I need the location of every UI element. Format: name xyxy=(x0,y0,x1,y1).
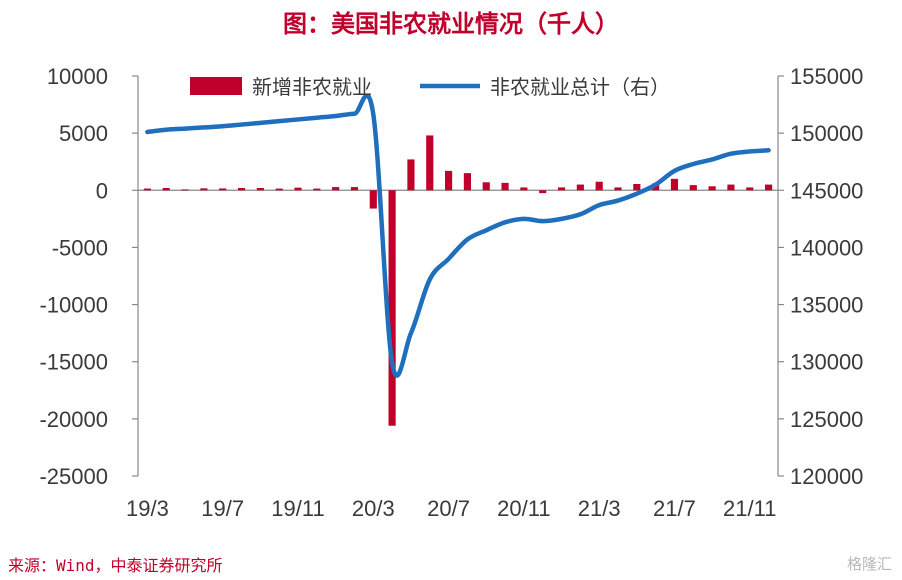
bar xyxy=(237,188,246,191)
bar xyxy=(445,170,453,191)
right-tick-label: 130000 xyxy=(790,350,863,375)
bar xyxy=(633,184,641,191)
x-tick-label: 21/3 xyxy=(578,496,621,521)
right-tick-label: 120000 xyxy=(790,464,863,489)
bar xyxy=(219,188,227,191)
x-tick-label: 21/11 xyxy=(723,496,776,521)
bar xyxy=(162,188,170,191)
legend-bar-swatch xyxy=(190,77,242,95)
left-tick-label: 10000 xyxy=(47,64,108,89)
left-tick-label: -10000 xyxy=(39,293,108,318)
watermark: 格隆汇 xyxy=(846,555,892,573)
left-tick-label: 0 xyxy=(96,178,108,203)
bar xyxy=(595,181,603,191)
bar xyxy=(708,186,716,191)
bar xyxy=(670,178,679,191)
bar xyxy=(463,173,471,191)
right-tick-label: 135000 xyxy=(790,293,863,318)
x-tick-label: 19/3 xyxy=(126,496,169,521)
bar xyxy=(501,182,509,191)
legend: 新增非农就业 非农就业总计（右） xyxy=(190,75,670,99)
total-employment-line xyxy=(145,93,771,378)
x-tick-label: 20/11 xyxy=(497,496,550,521)
bar xyxy=(689,185,697,191)
bar xyxy=(181,189,189,191)
line-series xyxy=(145,93,771,378)
right-tick-label: 125000 xyxy=(790,407,863,432)
x-tick-label: 20/3 xyxy=(352,496,395,521)
x-tick-label: 20/7 xyxy=(427,496,470,521)
bar xyxy=(576,184,584,191)
legend-line-label: 非农就业总计（右） xyxy=(490,75,670,99)
bar xyxy=(482,182,490,191)
bar xyxy=(332,187,340,191)
bar xyxy=(256,188,264,191)
chart-title: 图：美国非农就业情况（千人） xyxy=(283,9,619,38)
bar xyxy=(388,190,396,426)
bar xyxy=(313,188,321,191)
axes: 10000 5000 0 -5000 -10000 -15000 -20000 -25000 1… xyxy=(39,64,863,521)
bar xyxy=(520,187,528,191)
left-tick-label: -25000 xyxy=(39,464,108,489)
left-tick-label: -15000 xyxy=(39,350,108,375)
right-tick-label: 140000 xyxy=(790,235,863,260)
left-tick-label: -20000 xyxy=(39,407,108,432)
bar xyxy=(426,135,434,191)
bar xyxy=(746,187,754,191)
legend-bar-label: 新增非农就业 xyxy=(252,75,372,99)
x-tick-label: 19/7 xyxy=(201,496,244,521)
bar xyxy=(539,190,547,194)
bar xyxy=(275,188,283,191)
bar xyxy=(557,187,566,191)
bar xyxy=(200,188,208,191)
bar xyxy=(294,187,302,191)
bar xyxy=(614,187,622,191)
bar xyxy=(727,184,735,191)
bar-series xyxy=(143,135,773,426)
source-note: 来源：Wind，中泰证券研究所 xyxy=(8,556,223,575)
bar xyxy=(350,187,359,191)
right-tick-label: 155000 xyxy=(790,64,863,89)
bar xyxy=(407,159,415,191)
bar xyxy=(369,190,377,209)
bar xyxy=(143,188,151,191)
right-tick-label: 150000 xyxy=(790,121,863,146)
x-tick-label: 19/11 xyxy=(271,496,324,521)
left-tick-label: 5000 xyxy=(59,121,108,146)
left-tick-label: -5000 xyxy=(52,235,108,260)
bar xyxy=(765,184,773,191)
right-tick-label: 145000 xyxy=(790,178,863,203)
x-tick-label: 21/7 xyxy=(653,496,696,521)
